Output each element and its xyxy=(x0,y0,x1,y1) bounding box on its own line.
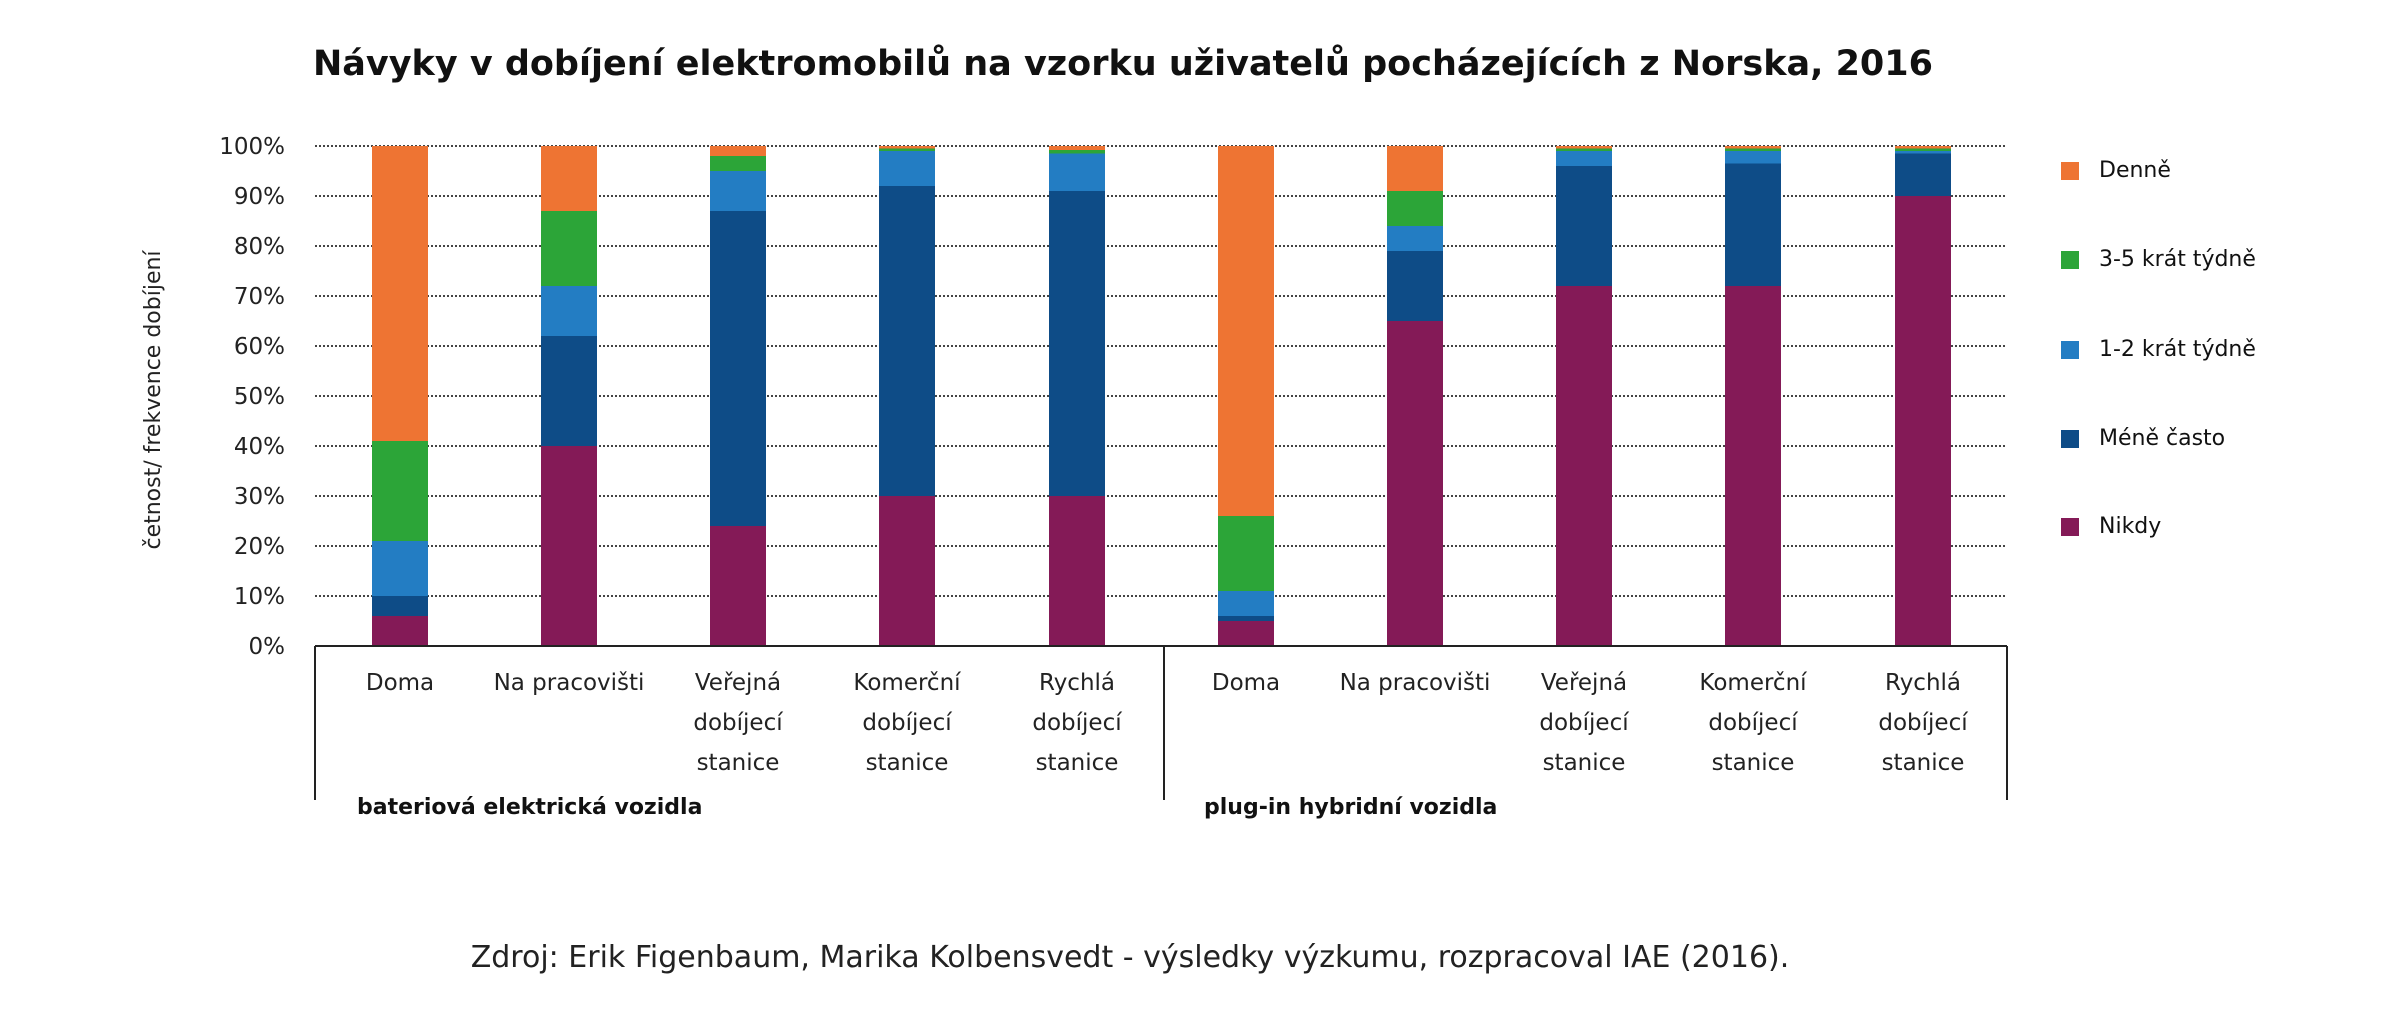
legend-label: Nikdy xyxy=(2099,514,2162,539)
bar-segment-1-2-kr-t-t-dn- xyxy=(710,171,766,211)
y-tick-label: 40% xyxy=(234,434,285,460)
bar-segment-m-n-asto xyxy=(541,336,597,446)
source-note: Zdroj: Erik Figenbaum, Marika Kolbensved… xyxy=(470,940,1790,975)
bar-segment-1-2-kr-t-t-dn- xyxy=(879,151,935,186)
bar-segment-denn- xyxy=(879,146,935,149)
y-tick-label: 30% xyxy=(234,484,285,510)
y-tick-label: 60% xyxy=(234,334,285,360)
x-category-label: Komerční dobíjecí stanice xyxy=(853,670,961,776)
y-tick-label: 70% xyxy=(234,284,285,310)
bar-segment-nikdy xyxy=(1049,496,1105,646)
legend-label: Denně xyxy=(2099,158,2171,183)
legend-label: 1-2 krát týdně xyxy=(2099,337,2256,362)
legend-item: Méně často xyxy=(2061,426,2225,451)
x-category-label: Na pracovišti xyxy=(494,670,645,696)
bar-segment-denn- xyxy=(1895,146,1951,149)
legend-item: Denně xyxy=(2061,158,2171,183)
legend-label: Méně často xyxy=(2099,426,2226,451)
bar-segment-1-2-kr-t-t-dn- xyxy=(1387,226,1443,251)
bar-segment-m-n-asto xyxy=(1895,153,1951,196)
bar-segment-denn- xyxy=(1218,146,1274,516)
bar-segment-m-n-asto xyxy=(1725,163,1781,286)
bar-segment-1-2-kr-t-t-dn- xyxy=(541,286,597,336)
x-group-label: bateriová elektrická vozidla xyxy=(357,795,702,820)
x-category-label: Komerční dobíjecí stanice xyxy=(1699,670,1807,776)
bar-segment-m-n-asto xyxy=(1049,191,1105,496)
legend-item: 1-2 krát týdně xyxy=(2061,337,2256,362)
bar-segment-denn- xyxy=(1556,146,1612,149)
x-group-label: plug-in hybridní vozidla xyxy=(1204,795,1497,820)
y-tick-label: 0% xyxy=(249,634,286,660)
bar-segment-nikdy xyxy=(710,526,766,646)
x-category-label: Rychlá dobíjecí stanice xyxy=(1032,670,1122,776)
bar-segment-denn- xyxy=(372,146,428,441)
bar-segment-3-5-kr-t-t-dn- xyxy=(1049,150,1105,154)
bar-segment-nikdy xyxy=(879,496,935,646)
bar-segment-3-5-kr-t-t-dn- xyxy=(1218,516,1274,591)
bar-segment-3-5-kr-t-t-dn- xyxy=(879,148,935,151)
bar-segment-1-2-kr-t-t-dn- xyxy=(1049,153,1105,191)
y-tick-label: 80% xyxy=(234,234,285,260)
x-category-label: Rychlá dobíjecí stanice xyxy=(1878,670,1968,776)
bar-segment-nikdy xyxy=(1218,621,1274,646)
bar-segment-1-2-kr-t-t-dn- xyxy=(1218,591,1274,616)
bar-segment-3-5-kr-t-t-dn- xyxy=(710,156,766,171)
bar-segment-denn- xyxy=(1049,146,1105,150)
y-tick-label: 20% xyxy=(234,534,285,560)
bar-segment-denn- xyxy=(710,146,766,156)
bar-segment-1-2-kr-t-t-dn- xyxy=(1895,151,1951,154)
bar-segment-nikdy xyxy=(1387,321,1443,646)
legend-swatch xyxy=(2061,340,2079,359)
legend-item: Nikdy xyxy=(2061,514,2161,539)
bar-segment-3-5-kr-t-t-dn- xyxy=(1556,148,1612,151)
bar-segment-3-5-kr-t-t-dn- xyxy=(541,211,597,286)
bar-segment-m-n-asto xyxy=(710,211,766,526)
x-category-label: Veřejná dobíjecí stanice xyxy=(1539,670,1629,776)
x-category-label: Na pracovišti xyxy=(1340,670,1491,696)
legend-swatch xyxy=(2061,517,2079,536)
legend-swatch xyxy=(2061,429,2079,448)
bar-segment-1-2-kr-t-t-dn- xyxy=(1725,151,1781,164)
bar-segment-denn- xyxy=(541,146,597,211)
bar-segment-nikdy xyxy=(541,446,597,646)
y-tick-label: 100% xyxy=(219,134,285,160)
bar-segment-3-5-kr-t-t-dn- xyxy=(1895,148,1951,151)
bar-segment-3-5-kr-t-t-dn- xyxy=(1725,148,1781,151)
bar-segment-3-5-kr-t-t-dn- xyxy=(1387,191,1443,226)
y-tick-label: 50% xyxy=(234,384,285,410)
x-category-label: Veřejná dobíjecí stanice xyxy=(693,670,783,776)
legend-item: 3-5 krát týdně xyxy=(2061,247,2256,272)
bar-segment-denn- xyxy=(1725,146,1781,149)
x-category-label: Doma xyxy=(1212,670,1280,696)
y-axis-title: četnost/ frekvence dobíjení xyxy=(141,250,166,550)
bar-segment-m-n-asto xyxy=(879,186,935,496)
legend-label: 3-5 krát týdně xyxy=(2099,247,2256,272)
bar-segment-nikdy xyxy=(1895,196,1951,646)
legend-swatch xyxy=(2061,250,2079,269)
bar-segment-m-n-asto xyxy=(1556,166,1612,286)
bar-segment-nikdy xyxy=(1725,286,1781,646)
bar-segment-1-2-kr-t-t-dn- xyxy=(372,541,428,596)
bar-segment-3-5-kr-t-t-dn- xyxy=(372,441,428,541)
bar-segment-1-2-kr-t-t-dn- xyxy=(1556,151,1612,166)
bar-segment-nikdy xyxy=(1556,286,1612,646)
chart-title: Návyky v dobíjení elektromobilů na vzork… xyxy=(313,44,1933,84)
x-category-label: Doma xyxy=(366,670,434,696)
legend-swatch xyxy=(2061,161,2079,180)
bar-segment-nikdy xyxy=(372,616,428,646)
bar-segment-m-n-asto xyxy=(1218,616,1274,621)
bar-segment-denn- xyxy=(1387,146,1443,191)
bar-segment-m-n-asto xyxy=(1387,251,1443,321)
y-tick-label: 10% xyxy=(234,584,285,610)
y-tick-label: 90% xyxy=(234,184,285,210)
bar-segment-m-n-asto xyxy=(372,596,428,616)
